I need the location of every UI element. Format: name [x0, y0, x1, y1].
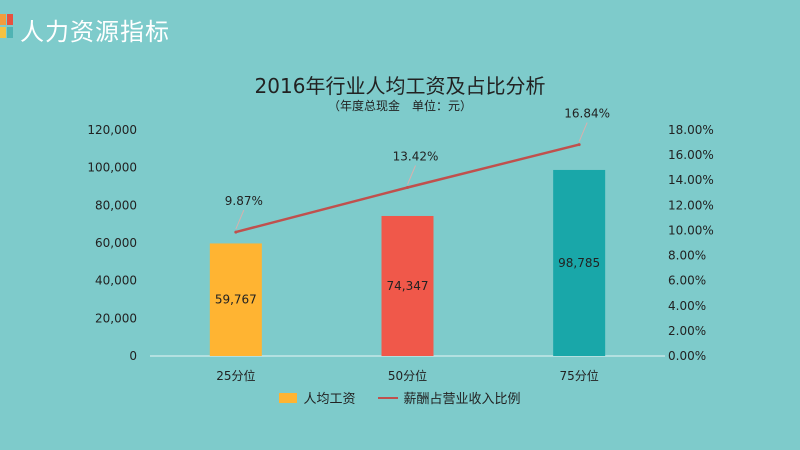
label-leader-line	[235, 209, 245, 230]
y-right-tick-label: 12.00%	[668, 198, 714, 212]
legend-item-line: 薪酬占营业收入比例	[377, 388, 521, 407]
y-left-tick-label: 20,000	[95, 311, 137, 325]
bar	[553, 169, 606, 356]
legend-label-bar: 人均工资	[303, 392, 356, 407]
y-left-tick-label: 40,000	[95, 274, 137, 288]
x-tick-label: 50分位	[388, 368, 427, 383]
bar-value-label: 59,767	[215, 293, 257, 307]
line-point	[406, 186, 409, 190]
y-right-tick-label: 8.00%	[668, 249, 706, 263]
y-left-tick-label: 60,000	[95, 236, 137, 250]
y-left-tick-label: 0	[129, 349, 137, 363]
bar	[209, 243, 262, 356]
bar	[381, 215, 434, 356]
legend-swatch-line	[377, 396, 398, 399]
label-leader-line	[407, 165, 416, 185]
bar-value-label: 74,347	[387, 279, 429, 293]
y-right-tick-label: 2.00%	[668, 324, 706, 338]
y-right-tick-label: 14.00%	[668, 173, 714, 187]
y-right-tick-label: 0.00%	[668, 349, 706, 363]
y-left-tick-label: 80,000	[95, 198, 137, 212]
legend-swatch-bar	[279, 392, 298, 403]
chart-subtitle: （年度总现金 单位：元）	[327, 99, 472, 113]
line-value-label: 13.42%	[393, 150, 439, 164]
line-value-label: 9.87%	[225, 194, 263, 208]
logo-icon	[0, 14, 14, 40]
bar-value-label: 98,785	[558, 256, 600, 270]
y-right-tick-label: 10.00%	[668, 223, 714, 237]
page-title: 人力资源指标	[20, 18, 170, 46]
legend-label-line: 薪酬占营业收入比例	[403, 392, 521, 407]
x-tick-label: 75分位	[560, 368, 599, 383]
y-left-tick-label: 100,000	[87, 161, 137, 175]
legend: 人均工资 薪酬占营业收入比例	[0, 388, 800, 407]
line-point	[234, 230, 238, 234]
line-value-label: 16.84%	[564, 107, 610, 121]
legend-item-bar: 人均工资	[279, 388, 356, 407]
y-left-tick-label: 120,000	[87, 123, 137, 137]
line-point	[577, 143, 581, 147]
y-right-tick-label: 18.00%	[668, 123, 714, 137]
chart-title: 2016年行业人均工资及占比分析	[254, 74, 546, 98]
x-tick-label: 25分位	[216, 368, 255, 383]
y-right-tick-label: 4.00%	[668, 299, 706, 313]
label-leader-line	[578, 122, 588, 142]
y-right-tick-label: 16.00%	[668, 148, 714, 162]
y-right-tick-label: 6.00%	[668, 274, 706, 288]
